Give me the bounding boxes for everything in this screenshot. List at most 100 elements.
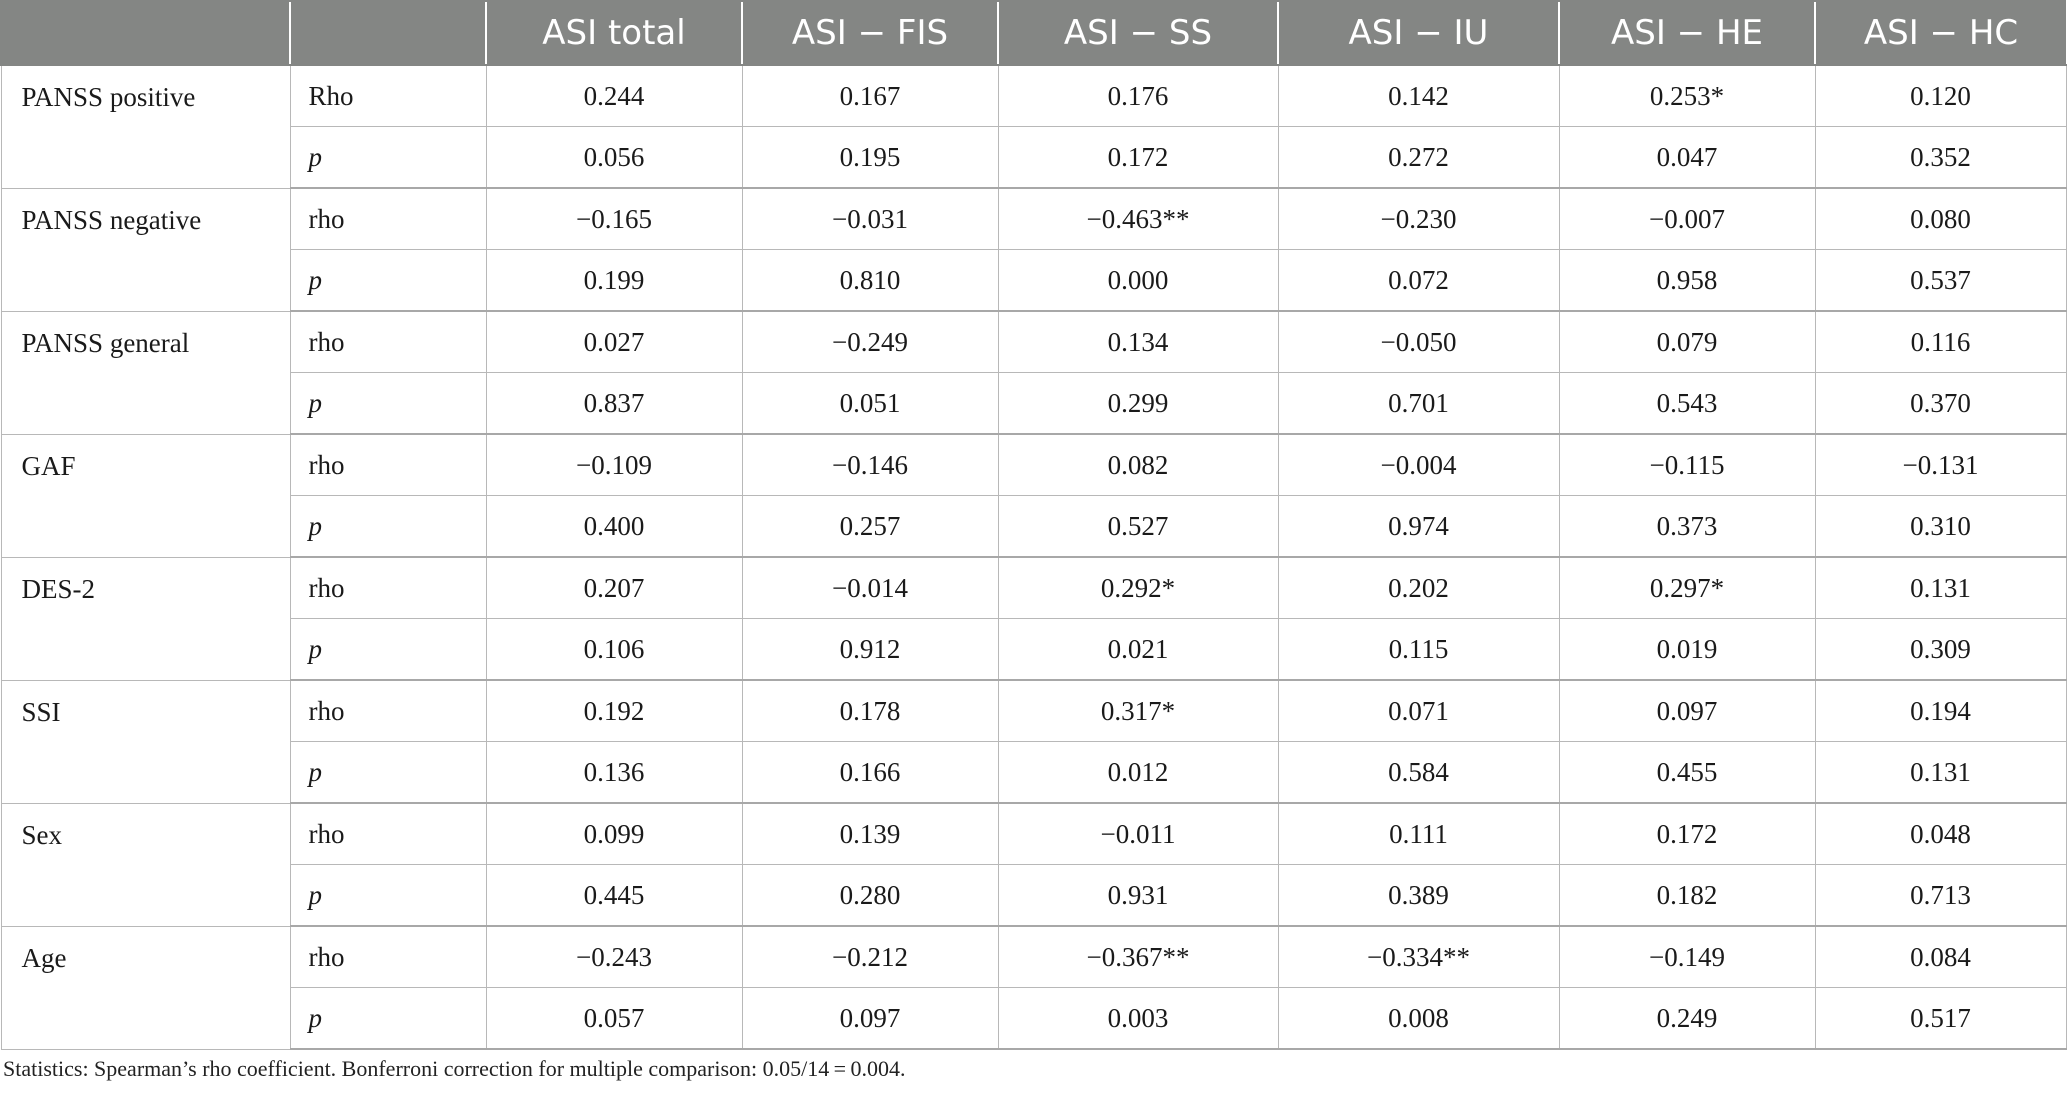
table-body: PANSS positive Rho 0.244 0.167 0.176 0.142 0.2… <box>0 64 2067 1050</box>
table-footnote: Statistics: Spearman’s rho coefficient. … <box>3 1056 906 1081</box>
header-row: ASI total ASI − FIS ASI − SS ASI − IU AS… <box>0 0 2066 66</box>
table-cell: −0.230 <box>1277 187 1560 250</box>
table-cell: 0.080 <box>1814 187 2067 250</box>
table-cell: 0.142 <box>1277 64 1560 127</box>
table-row: PANSS negative rho −0.165 −0.031 −0.463** −0.… <box>0 187 2067 312</box>
table-cell: 0.097 <box>741 987 999 1050</box>
header-cell: ASI − HE <box>1558 0 1815 66</box>
table-cell: 0.299 <box>997 372 1279 435</box>
table-row: PANSS general rho 0.027 −0.249 0.134 −0.050 0.… <box>0 310 2067 435</box>
variable-label: PANSS negative <box>0 187 291 312</box>
table-cell: 0.139 <box>741 802 999 865</box>
table-cell: 0.244 <box>485 64 743 127</box>
table-cell: 0.116 <box>1814 310 2067 373</box>
table-cell: 0.272 <box>1277 126 1560 189</box>
table-cell: 0.352 <box>1814 126 2067 189</box>
table-cell: −0.050 <box>1277 310 1560 373</box>
table-cell: 0.136 <box>485 741 743 804</box>
table-cell: −0.031 <box>741 187 999 250</box>
table-cell: −0.367** <box>997 925 1279 988</box>
table-cell: 0.172 <box>997 126 1279 189</box>
table-cell: 0.008 <box>1277 987 1560 1050</box>
table-cell: −0.212 <box>741 925 999 988</box>
variable-label: DES-2 <box>0 556 291 681</box>
header-cell: ASI − SS <box>997 0 1278 66</box>
table-row: SSI rho 0.192 0.178 0.317* 0.071 0.097 0.194 <box>0 679 2067 804</box>
table-cell: 0.194 <box>1814 679 2067 742</box>
table-cell: 0.047 <box>1558 126 1816 189</box>
table-row: p 0.837 0.051 0.299 0.701 0.543 0.370 <box>1 372 2067 435</box>
table-cell: 0.012 <box>997 741 1279 804</box>
table-cell: 0.027 <box>485 310 743 373</box>
table-cell: −0.011 <box>997 802 1279 865</box>
variable-label: GAF <box>0 433 291 558</box>
table-cell: 0.099 <box>485 802 743 865</box>
table-cell: 0.131 <box>1814 741 2067 804</box>
table-cell: 0.373 <box>1558 495 1816 558</box>
header-cell: ASI − FIS <box>741 0 998 66</box>
correlation-table: ASI total ASI − FIS ASI − SS ASI − IU AS… <box>0 0 2067 1050</box>
table-cell: 0.182 <box>1558 864 1816 927</box>
table-row: p 0.445 0.280 0.931 0.389 0.182 0.713 <box>1 864 2067 927</box>
table-cell: −0.004 <box>1277 433 1560 496</box>
table-cell: 0.297* <box>1558 556 1816 619</box>
table-cell: 0.192 <box>485 679 743 742</box>
table-cell: 0.056 <box>485 126 743 189</box>
table-cell: 0.280 <box>741 864 999 927</box>
stat-label: rho <box>289 679 487 742</box>
stat-label: Rho <box>289 64 487 127</box>
table-row: p 0.056 0.195 0.172 0.272 0.047 0.352 <box>1 126 2067 189</box>
stat-label: p <box>289 126 487 189</box>
table-cell: 0.257 <box>741 495 999 558</box>
table-cell: −0.007 <box>1558 187 1816 250</box>
table-row: p 0.106 0.912 0.021 0.115 0.019 0.309 <box>1 618 2067 681</box>
table-row: p 0.057 0.097 0.003 0.008 0.249 0.517 <box>1 987 2067 1050</box>
variable-label: Sex <box>0 802 291 927</box>
table-row: p 0.400 0.257 0.527 0.974 0.373 0.310 <box>1 495 2067 558</box>
stat-label: p <box>289 249 487 312</box>
stat-label: p <box>289 495 487 558</box>
table-cell: 0.309 <box>1814 618 2067 681</box>
table-cell: 0.543 <box>1558 372 1816 435</box>
stat-label: rho <box>289 310 487 373</box>
table-cell: 0.131 <box>1814 556 2067 619</box>
table-cell: 0.019 <box>1558 618 1816 681</box>
stat-label: rho <box>289 187 487 250</box>
table-row: DES-2 rho 0.207 −0.014 0.292* 0.202 0.297* 0.13… <box>0 556 2067 681</box>
table-row: Age rho −0.243 −0.212 −0.367** −0.334** −0.149… <box>0 925 2067 1050</box>
table-cell: 0.292* <box>997 556 1279 619</box>
table-cell: −0.243 <box>485 925 743 988</box>
table-cell: 0.071 <box>1277 679 1560 742</box>
table-cell: −0.115 <box>1558 433 1816 496</box>
table-cell: 0.106 <box>485 618 743 681</box>
variable-label: PANSS general <box>0 310 291 435</box>
table-cell: 0.517 <box>1814 987 2067 1050</box>
table-cell: 0.207 <box>485 556 743 619</box>
table-row: p 0.199 0.810 0.000 0.072 0.958 0.537 <box>1 249 2067 312</box>
stat-label: p <box>289 618 487 681</box>
header-cell: ASI − IU <box>1277 0 1559 66</box>
variable-label: Age <box>0 925 291 1050</box>
table-cell: 0.202 <box>1277 556 1560 619</box>
stat-label: p <box>289 741 487 804</box>
table-cell: −0.109 <box>485 433 743 496</box>
table-cell: 0.389 <box>1277 864 1560 927</box>
table-cell: 0.115 <box>1277 618 1560 681</box>
table-cell: −0.014 <box>741 556 999 619</box>
table-cell: 0.810 <box>741 249 999 312</box>
table-cell: 0.048 <box>1814 802 2067 865</box>
table-cell: 0.445 <box>485 864 743 927</box>
table-cell: 0.455 <box>1558 741 1816 804</box>
table-cell: 0.253* <box>1558 64 1816 127</box>
table-cell: 0.120 <box>1814 64 2067 127</box>
table-cell: −0.146 <box>741 433 999 496</box>
header-cell <box>0 0 290 66</box>
table-cell: 0.111 <box>1277 802 1560 865</box>
table-cell: 0.021 <box>997 618 1279 681</box>
table-cell: −0.249 <box>741 310 999 373</box>
table-cell: 0.176 <box>997 64 1279 127</box>
table-cell: 0.537 <box>1814 249 2067 312</box>
table-cell: −0.463** <box>997 187 1279 250</box>
table-cell: 0.912 <box>741 618 999 681</box>
table-cell: 0.527 <box>997 495 1279 558</box>
